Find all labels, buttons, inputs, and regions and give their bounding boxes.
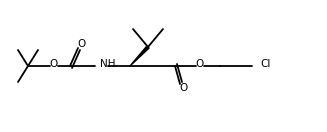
Text: Cl: Cl: [260, 59, 270, 69]
Text: O: O: [77, 39, 85, 49]
Text: O: O: [196, 59, 204, 69]
Text: NH: NH: [100, 59, 115, 69]
Polygon shape: [130, 46, 149, 66]
Text: O: O: [50, 59, 58, 69]
Text: O: O: [179, 83, 187, 93]
